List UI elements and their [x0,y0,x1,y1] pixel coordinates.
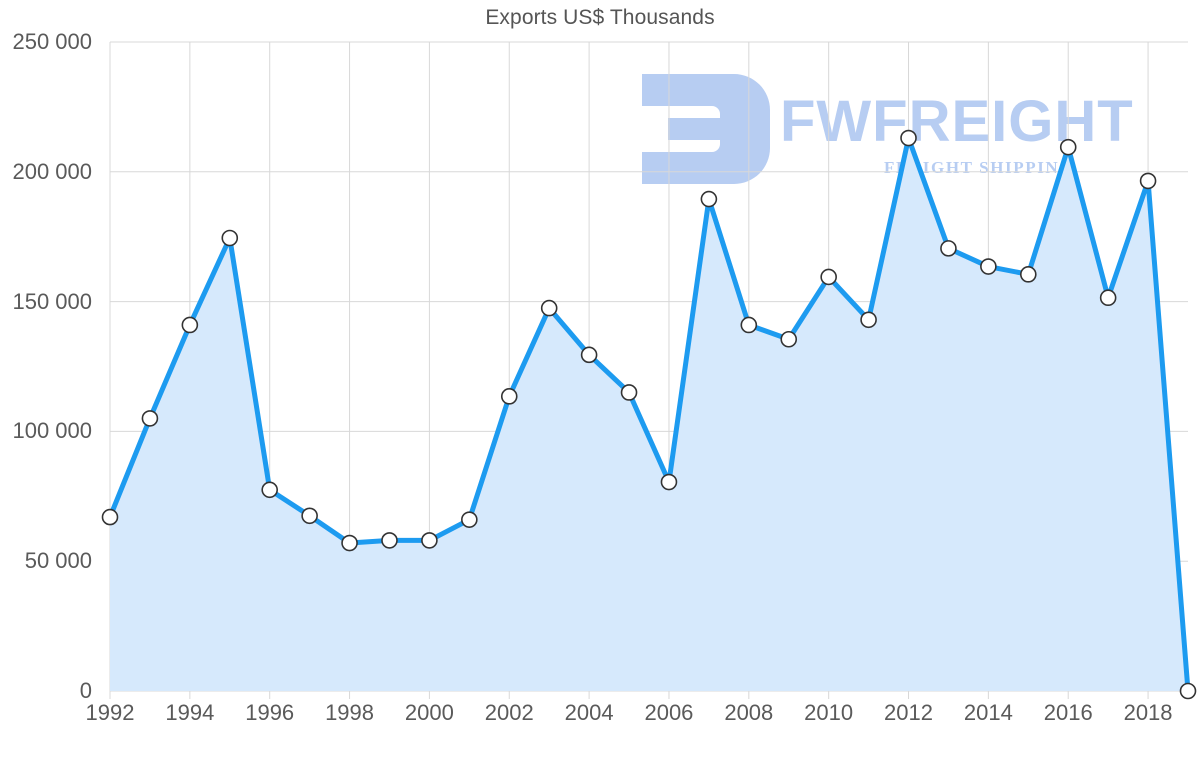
data-point-marker[interactable] [421,532,438,549]
data-point-marker[interactable] [341,534,358,552]
data-point-marker[interactable] [1059,138,1077,156]
data-point-marker[interactable] [1139,172,1157,190]
area-fill [110,138,1188,692]
data-point-marker[interactable] [740,316,758,334]
y-axis-tick-label: 50 000 [24,548,92,574]
x-axis-tick-label: 2000 [404,700,454,725]
x-axis-tick-label: 2004 [564,700,614,725]
x-axis-tick-label: 2014 [963,700,1013,725]
y-axis-tick-label: 100 000 [12,418,92,444]
data-point-marker[interactable] [1020,266,1037,283]
x-axis-tick-label: 1994 [165,700,215,725]
data-point-marker[interactable] [900,129,917,147]
y-axis-tick-label: 0 [79,678,92,703]
data-point-marker[interactable] [461,511,478,528]
data-point-marker[interactable] [221,229,239,247]
data-point-marker[interactable] [820,268,837,286]
data-point-marker[interactable] [660,473,678,491]
data-line [107,135,1191,694]
data-point-marker[interactable] [381,532,398,549]
y-axis-tick-label: 150 000 [12,288,92,314]
x-axis-tick-label: 2018 [1123,700,1173,725]
chart-title: Exports US$ Thousands [485,6,715,29]
data-point-marker[interactable] [1099,289,1117,307]
data-point-marker[interactable] [780,330,798,348]
data-point-marker[interactable] [261,481,279,499]
y-axis-tick-label: 200 000 [12,158,92,184]
data-point-marker[interactable] [620,384,638,401]
x-axis-tick-label: 2010 [804,700,854,725]
data-point-marker[interactable] [141,410,159,427]
x-axis-tick-label: 1992 [85,700,135,725]
data-point-marker[interactable] [1179,682,1197,700]
data-point-marker[interactable] [500,388,518,405]
y-axis-tick-label: 250 000 [12,29,92,54]
data-point-marker[interactable] [580,346,598,364]
x-axis-tick-label: 2002 [484,700,534,725]
x-axis-tick-label: 1996 [245,700,295,725]
data-point-marker[interactable] [940,240,957,257]
x-axis-tick-label: 1998 [325,700,375,725]
data-markers[interactable] [101,129,1197,700]
data-point-marker[interactable] [101,508,119,526]
data-point-marker[interactable] [181,316,199,334]
data-point-marker[interactable] [301,507,318,525]
x-axis-tick-label: 2012 [884,700,933,725]
data-point-marker[interactable] [860,311,877,329]
data-point-marker[interactable] [700,190,718,208]
data-point-marker[interactable] [540,299,558,317]
x-axis-tick-label: 2006 [644,700,694,725]
x-axis-tick-label: 2016 [1043,700,1093,725]
x-axis-tick-label: 2008 [724,700,774,725]
data-point-marker[interactable] [980,258,997,275]
